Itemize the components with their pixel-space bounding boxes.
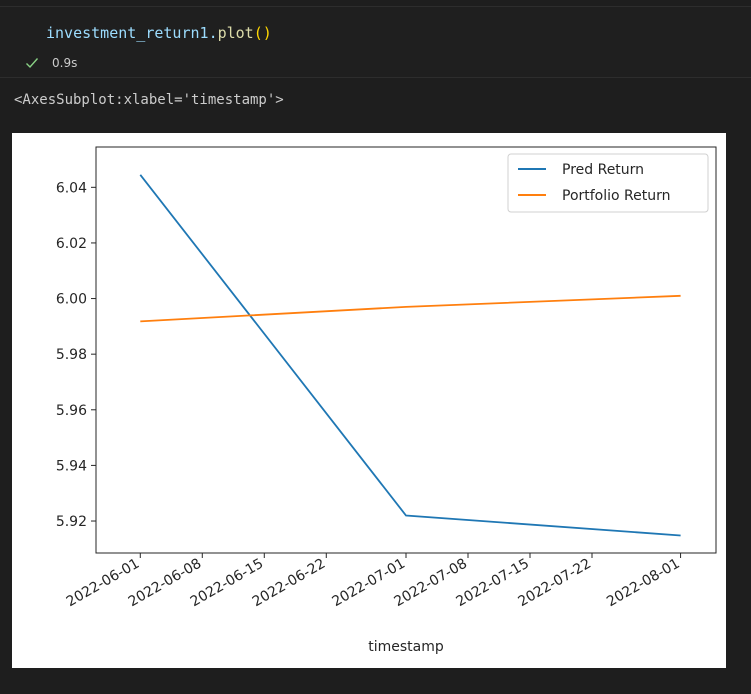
- code-close-paren: ): [262, 24, 272, 42]
- code-open-paren: (: [253, 24, 263, 42]
- code-cell[interactable]: investment_return1.plot() 0.9s: [0, 6, 751, 78]
- line-chart: 6.04 6.02 6.00 5.98 5.96 5.94 5.92 2022-06-012…: [56, 146, 717, 655]
- execution-time: 0.9s: [52, 56, 78, 70]
- output-repr: <AxesSubplot:xlabel='timestamp'>: [14, 92, 284, 108]
- x-ticks: 2022-06-012022-06-082022-06-152022-06-22…: [64, 553, 683, 610]
- legend: Pred Return Portfolio Return: [507, 153, 709, 213]
- x-tick-label: 2022-08-01: [604, 556, 682, 611]
- execution-status: 0.9s: [24, 55, 77, 71]
- series-line-portfolio-return: [140, 294, 681, 323]
- code-method: plot: [217, 24, 254, 42]
- y-tick-label: 6.02: [56, 236, 87, 252]
- check-icon: [26, 58, 39, 69]
- y-tick-label: 6.04: [56, 180, 87, 196]
- y-tick-label: 6.00: [56, 292, 87, 308]
- legend-label: Portfolio Return: [562, 188, 671, 204]
- code-object: investment_return1: [46, 24, 209, 42]
- legend-label: Pred Return: [562, 162, 644, 178]
- code-line[interactable]: investment_return1.plot(): [46, 24, 272, 42]
- y-ticks: 6.04 6.02 6.00 5.98 5.96 5.94 5.92: [56, 180, 96, 530]
- series-lines: [139, 174, 681, 537]
- x-axis-label: timestamp: [368, 639, 444, 655]
- plot-output: 6.04 6.02 6.00 5.98 5.96 5.94 5.92 2022-06-01 2…: [12, 133, 726, 668]
- legend-box: [507, 153, 709, 213]
- y-tick-label: 5.96: [56, 403, 87, 419]
- y-tick-label: 5.98: [56, 347, 87, 363]
- y-tick-label: 5.92: [56, 514, 87, 530]
- code-dot: .: [208, 24, 218, 42]
- y-tick-label: 5.94: [56, 458, 87, 474]
- series-line-pred-return: [139, 174, 681, 537]
